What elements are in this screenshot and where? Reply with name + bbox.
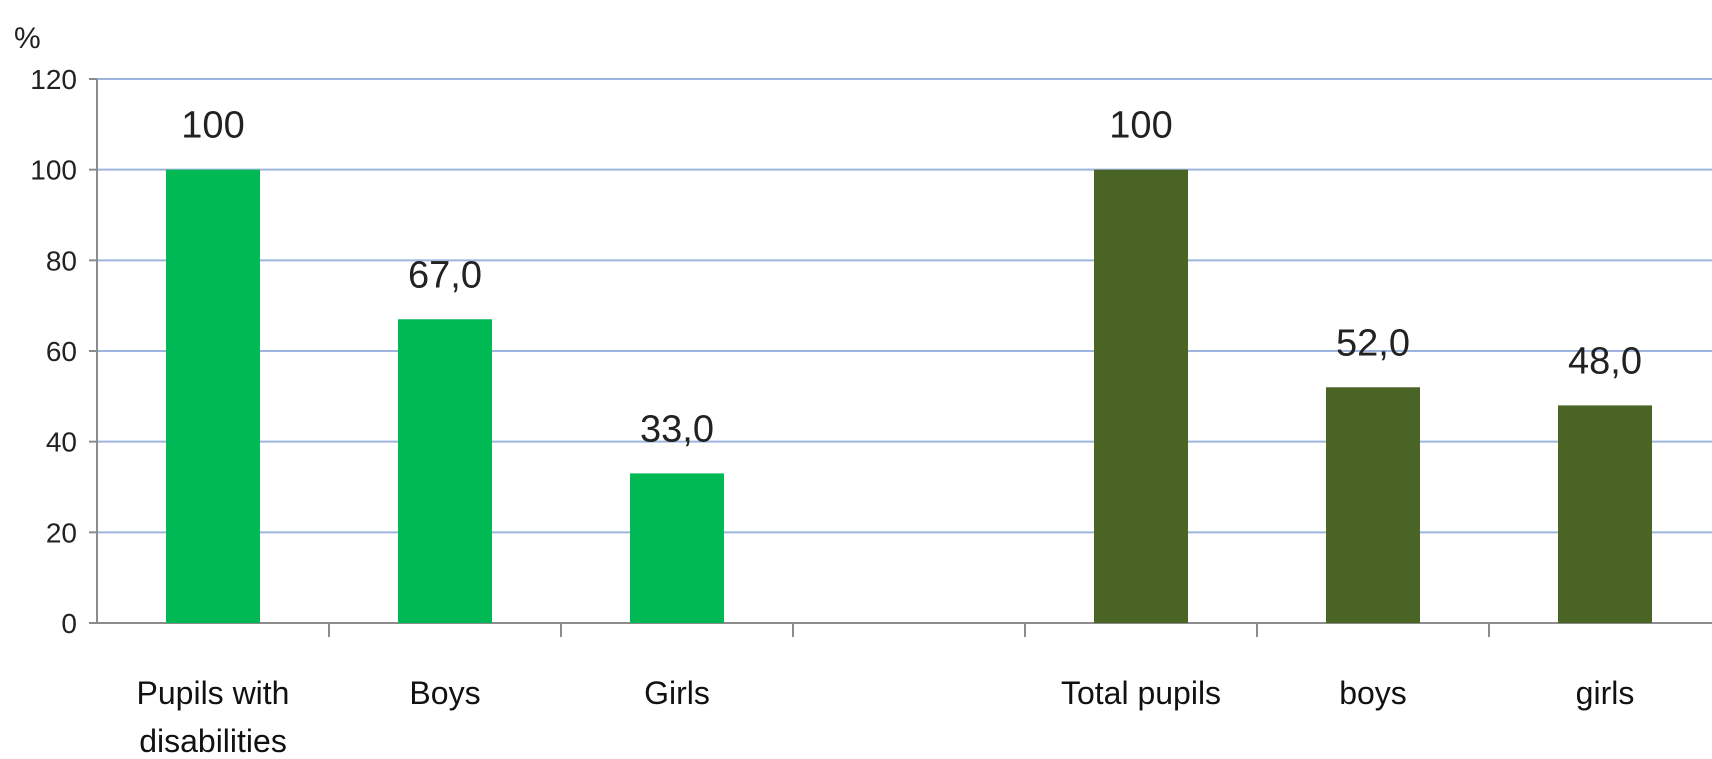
bar	[398, 319, 492, 623]
bar	[1558, 405, 1652, 623]
data-label: 100	[1109, 105, 1172, 147]
bars	[166, 169, 1652, 623]
y-axis-unit-label: %	[14, 22, 41, 55]
axes	[96, 79, 1712, 637]
category-label: Girls	[644, 675, 710, 711]
y-tick-label: 40	[46, 427, 77, 458]
category-label: girls	[1576, 675, 1635, 711]
y-tick-label: 80	[46, 245, 77, 276]
data-label: 52,0	[1336, 322, 1410, 364]
y-tick-label: 20	[46, 517, 77, 548]
y-axis-ticks: 0 20 40 60 80 100 120	[30, 64, 97, 639]
category-label: Total pupils	[1061, 675, 1221, 711]
bar	[1094, 169, 1188, 623]
data-label: 67,0	[408, 254, 482, 296]
category-label: Boys	[409, 675, 480, 711]
y-tick-label: 100	[30, 155, 77, 186]
bar	[1326, 387, 1420, 623]
bar	[630, 473, 724, 623]
data-label: 48,0	[1568, 340, 1642, 382]
y-tick-label: 0	[61, 608, 77, 639]
y-tick-label: 60	[46, 336, 77, 367]
data-label: 100	[181, 105, 244, 147]
category-labels: Pupils with disabilities Boys Girls Total pu…	[137, 675, 1635, 759]
y-tick-label: 120	[30, 64, 77, 95]
category-label: disabilities	[139, 723, 287, 759]
value-labels: 100 67,0 33,0 100 52,0 48,0	[181, 105, 1642, 451]
category-label: boys	[1339, 675, 1407, 711]
bar	[166, 169, 260, 623]
gridlines	[97, 78, 1712, 534]
data-label: 33,0	[640, 408, 714, 450]
category-label: Pupils with	[137, 675, 290, 711]
